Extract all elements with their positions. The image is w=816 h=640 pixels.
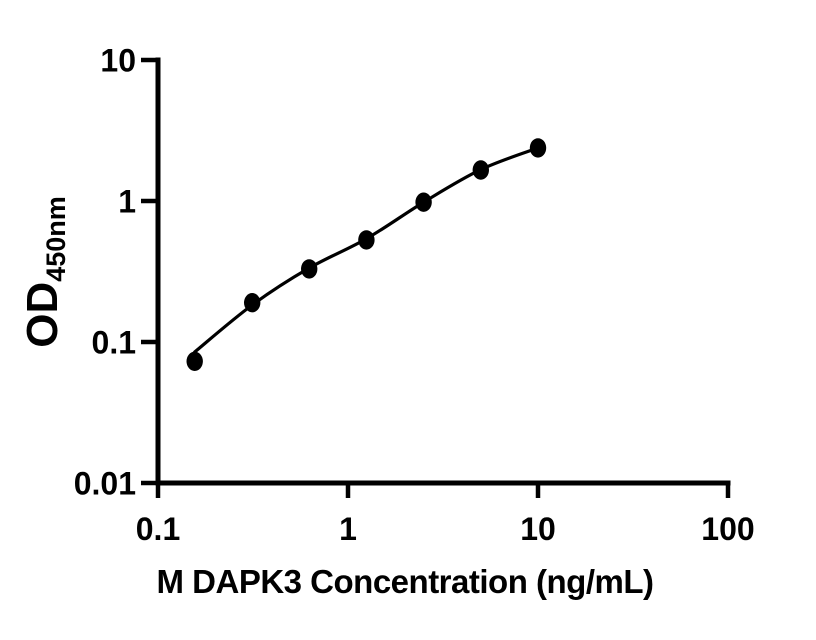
data-point-marker <box>472 160 489 180</box>
data-point-marker <box>301 259 318 279</box>
data-points <box>186 138 547 371</box>
y-tick-label: 0.01 <box>74 466 136 502</box>
data-point-marker <box>358 230 375 250</box>
y-axis-ticks: 10 1 0.1 0.01 <box>74 43 158 502</box>
y-axis-title: OD450nm <box>18 196 71 348</box>
y-axis-title-subscript: 450nm <box>41 196 71 282</box>
x-tick-label: 0.1 <box>136 511 180 547</box>
axis-spines <box>155 57 731 486</box>
x-tick-label: 1 <box>339 511 357 547</box>
y-tick-label: 0.1 <box>92 325 136 361</box>
data-point-marker <box>186 351 203 371</box>
x-axis-ticks: 0.1 1 10 100 <box>136 483 755 547</box>
x-tick-label: 10 <box>520 511 556 547</box>
y-tick-label: 1 <box>118 184 136 220</box>
x-tick-label: 100 <box>701 511 754 547</box>
y-axis-title-main: OD <box>18 282 67 348</box>
data-point-marker <box>529 138 547 158</box>
y-tick-label: 10 <box>100 43 136 79</box>
x-axis-title: M DAPK3 Concentration (ng/mL) <box>157 563 654 600</box>
data-point-marker <box>415 192 432 212</box>
fit-curve <box>193 146 540 354</box>
data-point-marker <box>244 293 261 313</box>
